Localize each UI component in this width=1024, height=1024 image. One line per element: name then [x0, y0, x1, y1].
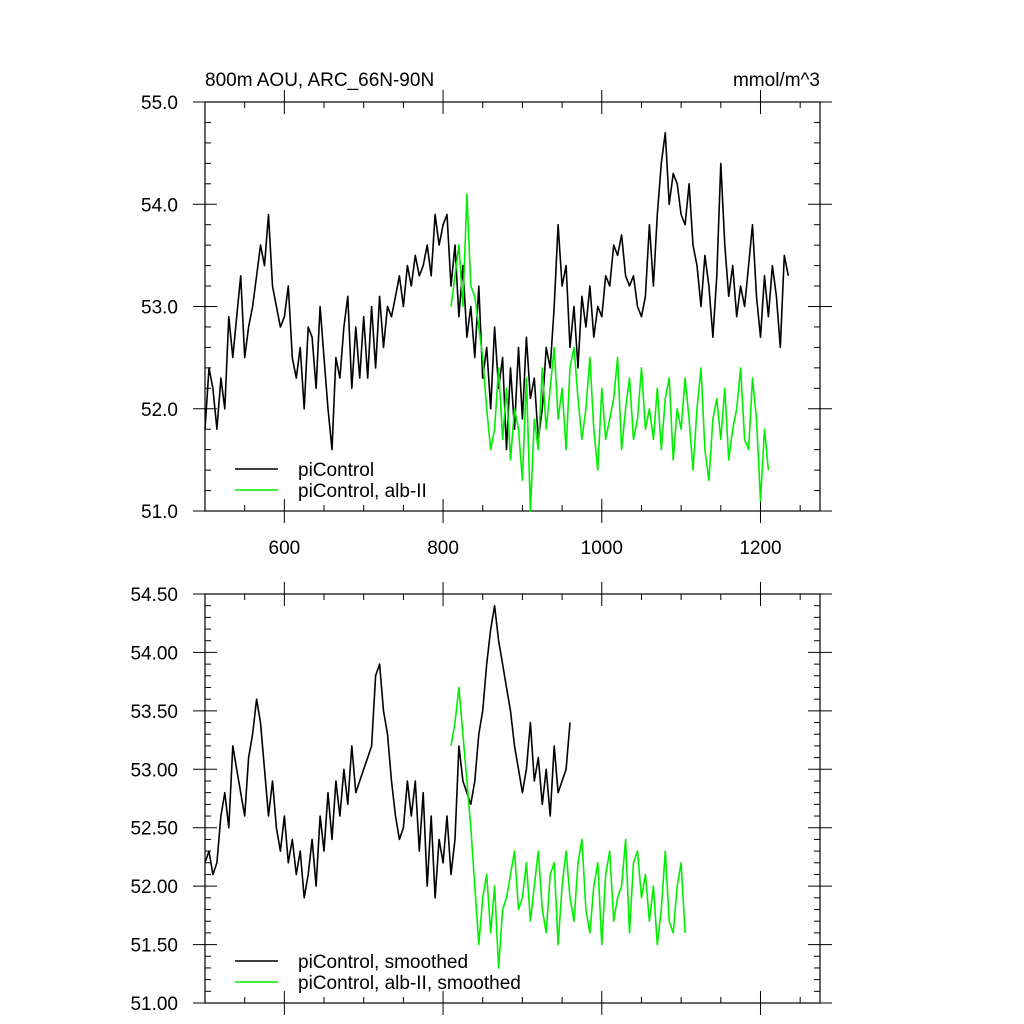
y-tick-label: 52.50 [130, 819, 178, 840]
y-tick-label: 53.0 [141, 298, 178, 319]
y-tick-label: 53.50 [130, 702, 178, 723]
y-tick-label: 51.0 [141, 502, 178, 523]
series-line-picontrol [204, 131, 790, 451]
bottom-panel: 51.00 51.50 52.00 52.50 53.00 53.50 54.00 54.50… [130, 582, 832, 1015]
y-tick-label: 54.0 [141, 195, 178, 216]
y-tick-label: 55.0 [141, 93, 178, 114]
y-tick-label: 54.50 [130, 585, 178, 606]
y-tick-label: 54.00 [130, 643, 178, 664]
top-panel: 600 800 1000 1200 51.0 52.0 53.0 54.0 55.0 piCont… [141, 90, 832, 559]
series-line-picontrol [204, 604, 571, 899]
x-tick-label: 1000 [581, 538, 623, 559]
y-tick-label: 52.00 [130, 877, 178, 898]
legend-label: piControl, alb-II [298, 481, 427, 502]
units-label: mmol/m^3 [733, 70, 820, 91]
x-tick-label: 1200 [739, 538, 781, 559]
chart-title: 800m AOU, ARC_66N-90N [205, 70, 434, 91]
plot-frame [204, 593, 821, 1004]
legend-label: piControl [298, 460, 374, 481]
y-tick-label: 53.00 [130, 760, 178, 781]
series-line-alb-ii [450, 193, 770, 512]
x-tick-label: 800 [427, 538, 459, 559]
y-tick-label: 51.50 [130, 936, 178, 957]
legend-label: piControl, smoothed [298, 952, 468, 973]
series-line-alb-ii [450, 686, 686, 969]
legend-label: piControl, alb-II, smoothed [298, 973, 521, 994]
y-tick-label: 51.00 [130, 994, 178, 1015]
x-tick-label: 600 [269, 538, 301, 559]
y-tick-label: 52.0 [141, 400, 178, 421]
